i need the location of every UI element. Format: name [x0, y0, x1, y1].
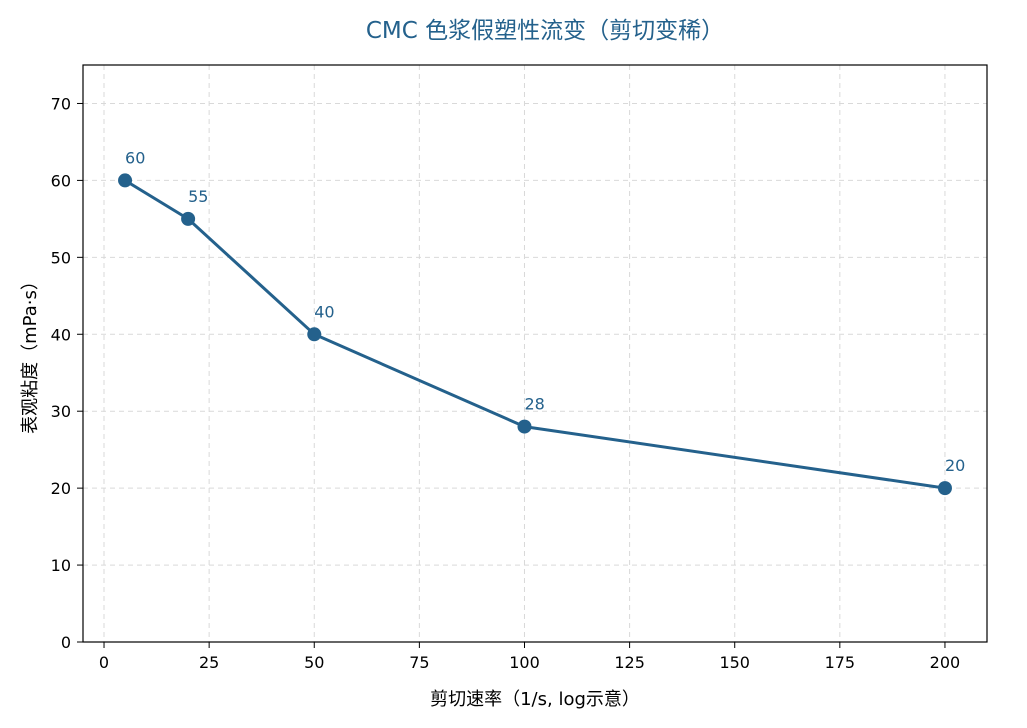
y-tick-label: 10: [51, 556, 71, 575]
y-tick-label: 70: [51, 94, 71, 113]
data-point: [937, 481, 952, 496]
x-tick-label: 125: [614, 653, 645, 672]
y-tick-label: 50: [51, 248, 71, 267]
tick-layer: 0 25 50 75 100 125 150 175 200 0 10 20 30 40 50 60 70: [51, 94, 961, 672]
data-point: [118, 173, 133, 188]
x-tick-label: 0: [99, 653, 109, 672]
y-tick-label: 30: [51, 402, 71, 421]
x-tick-label: 150: [719, 653, 750, 672]
data-point: [517, 419, 532, 434]
x-tick-label: 75: [409, 653, 429, 672]
x-tick-label: 50: [304, 653, 324, 672]
x-tick-label: 175: [825, 653, 856, 672]
x-tick-label: 25: [199, 653, 219, 672]
data-point: [307, 327, 322, 342]
x-tick-label: 100: [509, 653, 540, 672]
data-label: 20: [945, 456, 965, 475]
data-label: 28: [524, 395, 544, 414]
y-axis-label: 表观粘度（mPa·s）: [20, 272, 41, 434]
plot-frame: [82, 64, 988, 643]
series-layer: 60 55 40 28 20: [118, 148, 965, 496]
x-tick-label: 200: [930, 653, 961, 672]
grid-layer: [83, 65, 987, 643]
y-tick-label: 40: [51, 325, 71, 344]
y-tick-label: 60: [51, 171, 71, 190]
y-tick-label: 0: [61, 633, 71, 652]
data-label: 60: [125, 148, 145, 167]
data-point: [181, 211, 196, 226]
x-axis-label: 剪切速率（1/s, log示意）: [430, 689, 640, 710]
data-label: 55: [188, 187, 208, 206]
data-label: 40: [314, 302, 334, 321]
y-tick-label: 20: [51, 479, 71, 498]
chart-title: CMC 色浆假塑性流变（剪切变稀）: [366, 18, 724, 44]
